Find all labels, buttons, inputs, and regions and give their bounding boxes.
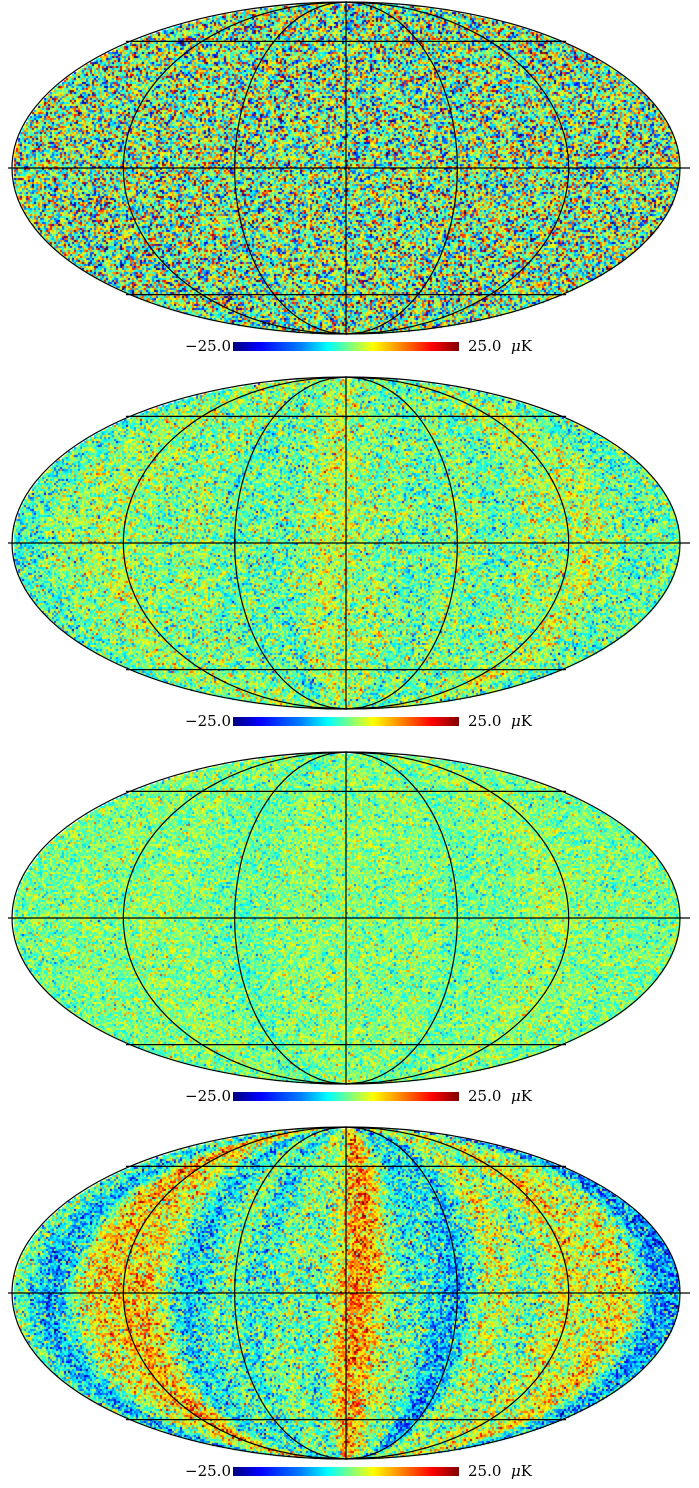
graticule [8, 751, 690, 1085]
colorbar-min-label: −25.0 [185, 712, 231, 730]
colorbar-max-label: 25.0 μK [468, 1462, 532, 1480]
colorbar-gradient [233, 717, 459, 726]
colorbar-max-label: 25.0 μK [468, 337, 532, 355]
colorbar-min-label: −25.0 [185, 337, 231, 355]
sky-map-panel-1: −25.0 25.0 μK [0, 0, 699, 370]
colorbar-2: −25.0 25.0 μK [0, 710, 699, 732]
mollweide-map-4 [0, 1125, 699, 1465]
mollweide-map-3 [0, 750, 699, 1090]
colorbar-gradient [233, 1092, 459, 1101]
graticule [8, 1126, 690, 1460]
colorbar-3: −25.0 25.0 μK [0, 1085, 699, 1107]
colorbar-gradient [233, 1467, 459, 1476]
graticule [8, 376, 690, 710]
sky-map-panel-4: −25.0 25.0 μK [0, 1125, 699, 1488]
colorbar-gradient [233, 342, 459, 351]
sky-map-noise [0, 1125, 699, 1465]
sky-map-noise [0, 375, 699, 715]
graticule [8, 1, 690, 335]
colorbar-max-label: 25.0 μK [468, 1087, 532, 1105]
colorbar-4: −25.0 25.0 μK [0, 1460, 699, 1482]
mollweide-map-2 [0, 375, 699, 715]
colorbar-max-label: 25.0 μK [468, 712, 532, 730]
colorbar-min-label: −25.0 [185, 1087, 231, 1105]
mollweide-map-1 [0, 0, 699, 340]
sky-map-panel-2: −25.0 25.0 μK [0, 375, 699, 745]
sky-map-noise [0, 0, 699, 340]
sky-map-panel-3: −25.0 25.0 μK [0, 750, 699, 1120]
sky-map-noise [0, 750, 699, 1090]
colorbar-1: −25.0 25.0 μK [0, 335, 699, 357]
colorbar-min-label: −25.0 [185, 1462, 231, 1480]
